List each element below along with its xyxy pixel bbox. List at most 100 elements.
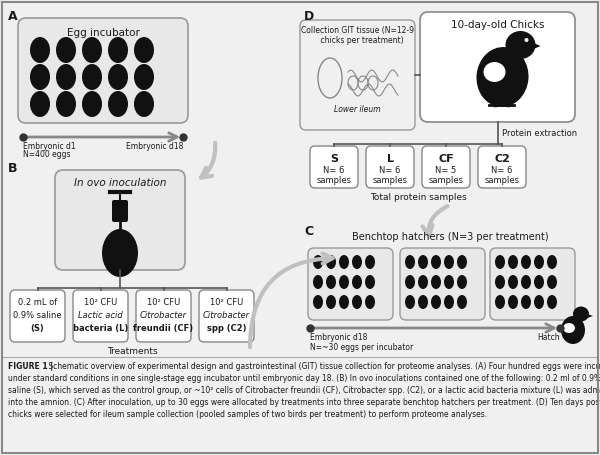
Ellipse shape [365, 275, 375, 289]
Text: Lower ileum: Lower ileum [334, 105, 381, 114]
Ellipse shape [56, 64, 76, 90]
Ellipse shape [573, 307, 589, 322]
Ellipse shape [524, 38, 529, 42]
Text: Hatch: Hatch [538, 333, 560, 342]
Text: N= 5
samples: N= 5 samples [428, 166, 464, 185]
Ellipse shape [561, 316, 585, 344]
Ellipse shape [547, 295, 557, 309]
Ellipse shape [82, 91, 102, 117]
Ellipse shape [313, 275, 323, 289]
Ellipse shape [339, 255, 349, 269]
Text: In ovo inoculation: In ovo inoculation [74, 178, 166, 188]
Text: 0.2 mL of: 0.2 mL of [18, 298, 57, 307]
Ellipse shape [457, 255, 467, 269]
Ellipse shape [326, 295, 336, 309]
Ellipse shape [405, 255, 415, 269]
Text: N= 6
samples: N= 6 samples [373, 166, 407, 185]
Ellipse shape [30, 91, 50, 117]
Ellipse shape [534, 295, 544, 309]
FancyBboxPatch shape [73, 290, 128, 342]
Ellipse shape [418, 255, 428, 269]
Text: CF: CF [438, 154, 454, 164]
Text: Protein extraction: Protein extraction [503, 128, 578, 137]
Text: B: B [8, 162, 17, 175]
Text: D: D [304, 10, 314, 23]
Text: L: L [386, 154, 394, 164]
FancyBboxPatch shape [490, 248, 575, 320]
Text: N= 6
samples: N= 6 samples [485, 166, 520, 185]
Ellipse shape [534, 255, 544, 269]
Text: bacteria (L): bacteria (L) [73, 324, 128, 333]
Ellipse shape [431, 255, 441, 269]
Text: saline (S), which served as the control group, or ~10² cells of Citrobacter freu: saline (S), which served as the control … [8, 386, 600, 395]
Polygon shape [587, 314, 593, 318]
Text: Collection GIT tissue (N=12-9
    chicks per treatment): Collection GIT tissue (N=12-9 chicks per… [301, 26, 414, 46]
FancyBboxPatch shape [308, 248, 393, 320]
Text: chicks were selected for ileum sample collection (pooled samples of two birds pe: chicks were selected for ileum sample co… [8, 410, 487, 419]
Ellipse shape [365, 255, 375, 269]
Ellipse shape [326, 255, 336, 269]
Ellipse shape [30, 64, 50, 90]
Ellipse shape [108, 91, 128, 117]
Ellipse shape [56, 37, 76, 63]
Text: S: S [330, 154, 338, 164]
Text: Embryonic d1: Embryonic d1 [23, 142, 76, 151]
Ellipse shape [108, 37, 128, 63]
Ellipse shape [431, 295, 441, 309]
Text: (S): (S) [31, 324, 44, 333]
Ellipse shape [521, 255, 531, 269]
Ellipse shape [418, 275, 428, 289]
Ellipse shape [444, 255, 454, 269]
Ellipse shape [444, 295, 454, 309]
Ellipse shape [521, 295, 531, 309]
Ellipse shape [339, 295, 349, 309]
Ellipse shape [508, 295, 518, 309]
Ellipse shape [365, 295, 375, 309]
Ellipse shape [444, 275, 454, 289]
Ellipse shape [134, 91, 154, 117]
Text: freundii (CF): freundii (CF) [133, 324, 194, 333]
FancyBboxPatch shape [136, 290, 191, 342]
Text: 0.9% saline: 0.9% saline [13, 311, 62, 320]
Ellipse shape [495, 255, 505, 269]
Ellipse shape [534, 275, 544, 289]
Ellipse shape [508, 255, 518, 269]
FancyBboxPatch shape [300, 20, 415, 130]
Ellipse shape [457, 295, 467, 309]
FancyBboxPatch shape [199, 290, 254, 342]
Ellipse shape [547, 275, 557, 289]
Ellipse shape [505, 31, 536, 59]
Ellipse shape [313, 295, 323, 309]
Text: 10² CFU: 10² CFU [84, 298, 117, 307]
FancyBboxPatch shape [420, 12, 575, 122]
Text: Embryonic d18: Embryonic d18 [125, 142, 183, 151]
Text: into the amnion. (C) After inoculation, up to 30 eggs were allocated by treatmen: into the amnion. (C) After inoculation, … [8, 398, 600, 407]
FancyBboxPatch shape [366, 146, 414, 188]
Ellipse shape [352, 255, 362, 269]
Ellipse shape [521, 275, 531, 289]
FancyBboxPatch shape [10, 290, 65, 342]
Text: Citrobacter: Citrobacter [203, 311, 250, 320]
Text: N= 6
samples: N= 6 samples [317, 166, 352, 185]
FancyBboxPatch shape [400, 248, 485, 320]
Ellipse shape [134, 37, 154, 63]
Ellipse shape [476, 47, 529, 107]
Text: Lactic acid: Lactic acid [78, 311, 123, 320]
Ellipse shape [56, 91, 76, 117]
FancyBboxPatch shape [310, 146, 358, 188]
Text: Embryonic d18
N=~30 eggs per incubator: Embryonic d18 N=~30 eggs per incubator [310, 333, 413, 353]
Ellipse shape [82, 64, 102, 90]
Ellipse shape [508, 275, 518, 289]
Polygon shape [533, 43, 541, 49]
Ellipse shape [431, 275, 441, 289]
Text: 10² CFU: 10² CFU [147, 298, 180, 307]
Text: Benchtop hatchers (N=3 per treatment): Benchtop hatchers (N=3 per treatment) [352, 232, 548, 242]
Ellipse shape [405, 275, 415, 289]
FancyBboxPatch shape [478, 146, 526, 188]
Ellipse shape [547, 255, 557, 269]
Ellipse shape [108, 64, 128, 90]
Ellipse shape [405, 295, 415, 309]
Ellipse shape [313, 255, 323, 269]
Ellipse shape [484, 62, 505, 82]
Ellipse shape [495, 275, 505, 289]
